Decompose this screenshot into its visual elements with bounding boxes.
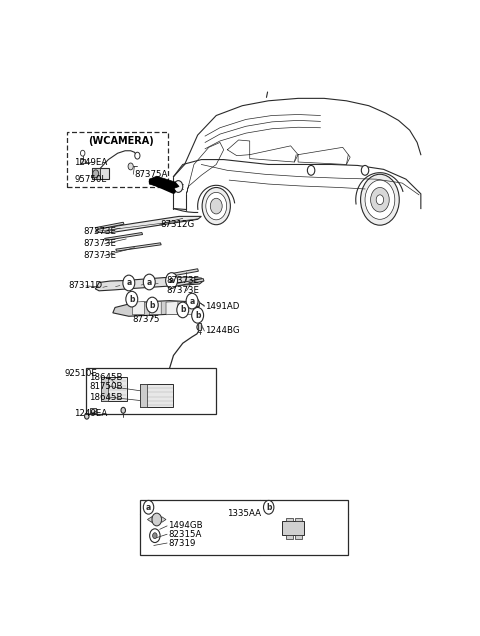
Text: 82315A: 82315A — [168, 530, 201, 539]
Bar — [101, 378, 108, 401]
Text: b: b — [149, 301, 155, 310]
Polygon shape — [96, 277, 203, 291]
Text: 1494GB: 1494GB — [168, 522, 203, 530]
Circle shape — [264, 501, 274, 514]
Text: 87312G: 87312G — [160, 219, 195, 229]
Circle shape — [365, 180, 395, 219]
Text: 87373E: 87373E — [83, 227, 116, 236]
Text: 18645B: 18645B — [89, 373, 122, 382]
Circle shape — [84, 413, 89, 419]
Circle shape — [177, 302, 189, 318]
Circle shape — [144, 274, 155, 290]
Bar — [81, 158, 85, 163]
Bar — [198, 323, 201, 330]
Circle shape — [202, 188, 230, 225]
Circle shape — [197, 324, 202, 331]
Circle shape — [361, 165, 369, 176]
Circle shape — [153, 533, 157, 539]
Text: 87375: 87375 — [132, 315, 160, 324]
Text: 87373E: 87373E — [83, 251, 116, 260]
Polygon shape — [113, 301, 200, 316]
Circle shape — [192, 307, 204, 323]
Text: 95750L: 95750L — [74, 175, 106, 184]
Text: 87373E: 87373E — [166, 275, 199, 284]
Circle shape — [150, 529, 160, 543]
Circle shape — [144, 501, 154, 514]
Bar — [295, 518, 302, 522]
Text: 1249EA: 1249EA — [74, 409, 108, 418]
Circle shape — [152, 513, 162, 526]
Polygon shape — [166, 301, 178, 315]
Text: 87319: 87319 — [168, 539, 195, 548]
Text: 1335AA: 1335AA — [227, 509, 261, 518]
Bar — [90, 408, 96, 413]
Bar — [92, 169, 109, 179]
Circle shape — [121, 408, 125, 413]
Bar — [101, 378, 127, 401]
Bar — [86, 368, 216, 414]
Circle shape — [307, 165, 315, 176]
Polygon shape — [105, 233, 143, 240]
Bar — [140, 384, 173, 408]
Text: 87373E: 87373E — [166, 286, 199, 295]
Circle shape — [376, 195, 384, 205]
Text: a: a — [146, 503, 151, 512]
Text: 1244BG: 1244BG — [205, 326, 240, 335]
Text: 1491AD: 1491AD — [205, 302, 240, 311]
Polygon shape — [96, 216, 202, 233]
Circle shape — [206, 192, 227, 220]
Circle shape — [81, 150, 85, 156]
Circle shape — [371, 188, 389, 212]
Polygon shape — [168, 269, 198, 277]
Text: a: a — [169, 276, 174, 285]
Circle shape — [135, 152, 140, 159]
Polygon shape — [173, 279, 204, 286]
Text: b: b — [195, 311, 200, 320]
Text: 87373E: 87373E — [83, 239, 116, 248]
Bar — [286, 535, 292, 539]
Text: (WCAMERA): (WCAMERA) — [88, 136, 154, 146]
Circle shape — [360, 174, 399, 225]
Circle shape — [174, 181, 183, 192]
Circle shape — [210, 198, 222, 214]
Text: 1249EA: 1249EA — [74, 158, 108, 167]
Text: b: b — [266, 503, 272, 512]
Text: b: b — [129, 294, 134, 303]
Polygon shape — [116, 243, 161, 251]
Circle shape — [166, 273, 178, 288]
Text: a: a — [147, 277, 152, 286]
Bar — [282, 522, 304, 535]
Polygon shape — [147, 516, 152, 522]
Polygon shape — [149, 301, 161, 315]
Bar — [140, 501, 348, 555]
FancyBboxPatch shape — [67, 132, 168, 187]
Circle shape — [123, 275, 135, 291]
Circle shape — [93, 170, 99, 177]
Circle shape — [146, 297, 158, 313]
Bar — [295, 535, 302, 539]
Circle shape — [126, 291, 138, 307]
Polygon shape — [132, 301, 144, 315]
Text: 92510E: 92510E — [64, 369, 97, 378]
Text: b: b — [180, 305, 185, 314]
Text: 18645B: 18645B — [89, 392, 122, 401]
Polygon shape — [149, 176, 179, 190]
Polygon shape — [183, 301, 195, 315]
Text: 87375A: 87375A — [134, 170, 168, 179]
Circle shape — [128, 163, 133, 170]
Text: 87311D: 87311D — [68, 281, 102, 291]
Bar — [286, 518, 292, 522]
Bar — [140, 384, 147, 408]
Circle shape — [186, 293, 198, 309]
Polygon shape — [195, 299, 200, 307]
Polygon shape — [96, 222, 124, 230]
Polygon shape — [162, 516, 166, 522]
Text: 81750B: 81750B — [89, 382, 122, 391]
Bar — [92, 169, 100, 179]
Text: a: a — [126, 279, 132, 287]
Text: a: a — [190, 296, 195, 306]
